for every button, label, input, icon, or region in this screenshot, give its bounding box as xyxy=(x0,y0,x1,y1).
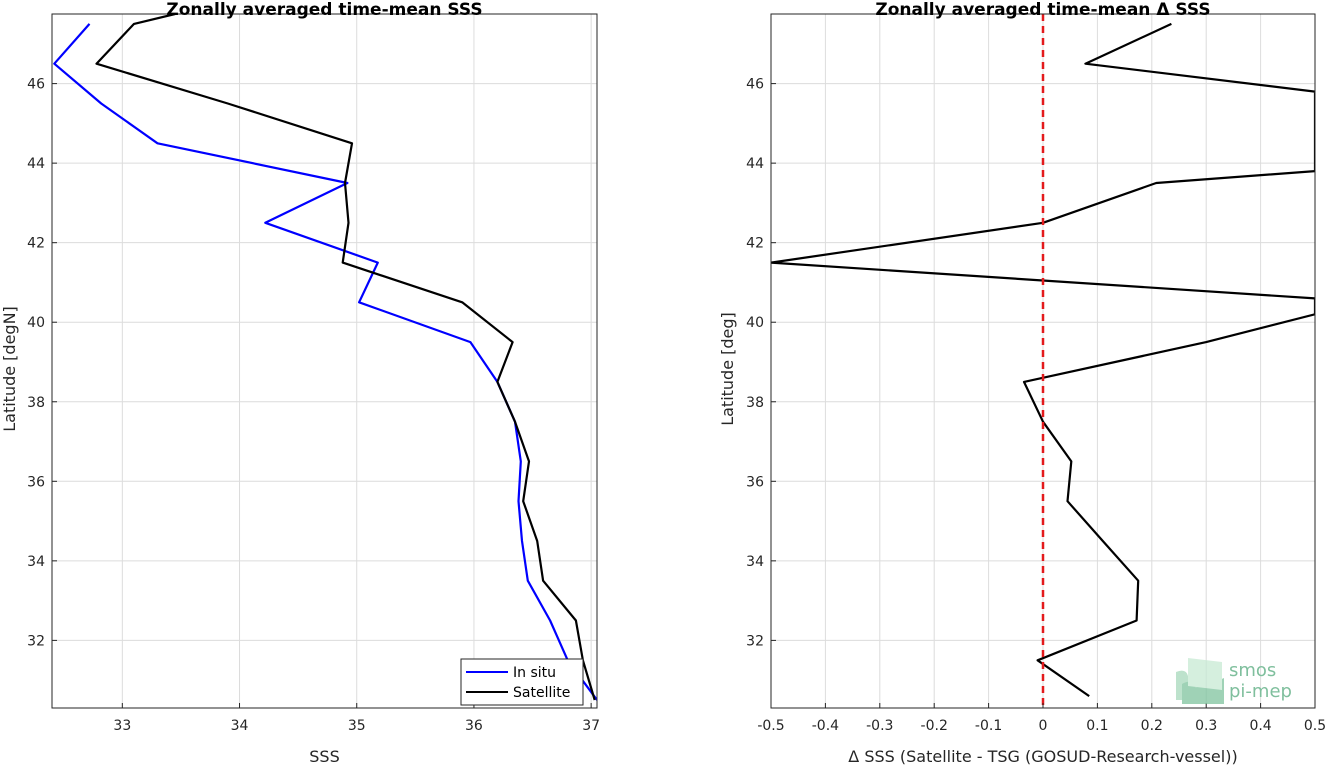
y-tick-label: 44 xyxy=(746,156,764,172)
x-tick-label: 34 xyxy=(231,718,249,734)
right-y-ticks: 32 34 36 38 40 42 44 46 xyxy=(746,77,776,649)
in-situ-series-line xyxy=(53,23,597,701)
smos-pimep-logo: smos pi-mep xyxy=(1176,658,1292,704)
x-tick-label: 0.5 xyxy=(1304,718,1326,734)
y-tick-label: 42 xyxy=(27,236,45,252)
legend-label-satellite: Satellite xyxy=(513,685,570,701)
logo-text-line1: smos xyxy=(1229,660,1276,681)
x-tick-label: 0.3 xyxy=(1195,718,1217,734)
left-grid xyxy=(52,14,597,708)
x-tick-label: 0.1 xyxy=(1086,718,1108,734)
legend: In situ Satellite xyxy=(460,658,584,706)
left-chart-title: Zonally averaged time-mean SSS xyxy=(166,0,482,20)
right-series-lines xyxy=(771,22,1315,698)
left-panel: 33 34 35 36 37 32 34 36 38 40 42 44 46 Zonally aver… xyxy=(0,0,600,765)
x-tick-label: -0.4 xyxy=(812,718,839,734)
logo-graphic xyxy=(1176,658,1224,704)
left-x-ticks: 33 34 35 36 37 xyxy=(113,703,600,734)
right-y-axis-label: Latitude [deg] xyxy=(718,312,737,426)
x-tick-label: 37 xyxy=(582,718,600,734)
y-tick-label: 38 xyxy=(27,395,45,411)
left-y-ticks: 32 34 36 38 40 42 44 46 xyxy=(27,77,57,649)
y-tick-label: 36 xyxy=(746,474,764,490)
y-tick-label: 46 xyxy=(27,77,45,93)
left-axes-box xyxy=(51,13,598,709)
left-series-lines xyxy=(53,14,597,701)
y-tick-label: 40 xyxy=(27,315,45,331)
x-tick-label: 0.4 xyxy=(1249,718,1271,734)
right-x-ticks: -0.5 -0.4 -0.3 -0.2 -0.1 0 0.1 0.2 0.3 0.4 0.5 xyxy=(757,703,1326,734)
y-tick-label: 42 xyxy=(746,236,764,252)
right-panel: -0.5 -0.4 -0.3 -0.2 -0.1 0 0.1 0.2 0.3 0.4 0.5 323… xyxy=(718,0,1326,765)
x-tick-label: 36 xyxy=(465,718,483,734)
legend-box xyxy=(460,658,584,706)
y-tick-label: 34 xyxy=(27,554,45,570)
left-plot-area xyxy=(52,14,597,708)
y-tick-label: 32 xyxy=(746,633,764,649)
x-tick-label: 35 xyxy=(348,718,366,734)
left-y-axis-label: Latitude [degN] xyxy=(0,306,19,432)
legend-label-in-situ: In situ xyxy=(513,665,556,681)
right-x-axis-label: Δ SSS (Satellite - TSG (GOSUD-Research-v… xyxy=(848,747,1237,765)
x-tick-label: -0.2 xyxy=(921,718,948,734)
right-chart-title: Zonally averaged time-mean Δ SSS xyxy=(875,0,1210,20)
y-tick-label: 34 xyxy=(746,554,764,570)
y-tick-label: 38 xyxy=(746,395,764,411)
left-x-axis-label: SSS xyxy=(309,747,339,765)
y-tick-label: 46 xyxy=(746,77,764,93)
x-tick-label: 33 xyxy=(113,718,131,734)
y-tick-label: 44 xyxy=(27,156,45,172)
y-tick-label: 32 xyxy=(27,633,45,649)
x-tick-label: -0.5 xyxy=(757,718,784,734)
delta-series-line xyxy=(771,22,1315,698)
x-tick-label: 0.2 xyxy=(1141,718,1163,734)
y-tick-label: 40 xyxy=(746,315,764,331)
logo-text-line2: pi-mep xyxy=(1229,681,1292,702)
x-tick-label: -0.1 xyxy=(975,718,1002,734)
x-tick-label: 0 xyxy=(1039,718,1048,734)
x-tick-label: -0.3 xyxy=(866,718,893,734)
y-tick-label: 36 xyxy=(27,474,45,490)
satellite-series-line xyxy=(95,14,596,701)
